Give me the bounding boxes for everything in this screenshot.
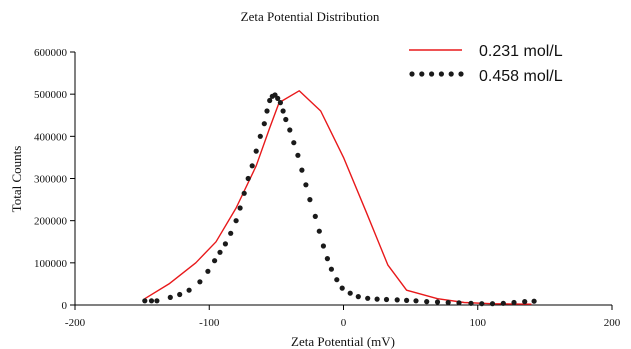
series-point-2 bbox=[374, 296, 380, 302]
series-point-2 bbox=[237, 205, 243, 211]
series-point-2 bbox=[424, 299, 430, 305]
series-point-2 bbox=[253, 148, 259, 154]
series-point-2 bbox=[307, 197, 313, 203]
series-point-2 bbox=[228, 230, 234, 236]
series-point-2 bbox=[456, 300, 462, 306]
series-point-2 bbox=[511, 299, 517, 306]
series-point-2 bbox=[142, 298, 148, 304]
series-point-2 bbox=[312, 213, 318, 219]
series-point-2 bbox=[404, 297, 410, 303]
series-point-2 bbox=[316, 228, 322, 234]
series-point-2 bbox=[328, 266, 334, 272]
y-axis-ticks: 0 100000 200000 300000 400000 500000 600000 bbox=[34, 47, 75, 312]
legend-dot bbox=[458, 71, 464, 77]
series-point-2 bbox=[249, 163, 255, 169]
legend-dot bbox=[419, 71, 425, 77]
series-point-2 bbox=[148, 298, 155, 304]
series-point-2 bbox=[320, 243, 326, 249]
series-point-2 bbox=[299, 167, 305, 173]
series-point-2 bbox=[339, 285, 345, 291]
series-point-2 bbox=[264, 108, 270, 114]
x-axis-ticks: -200 -100 0 100 200 bbox=[65, 305, 621, 329]
series-point-2 bbox=[245, 175, 251, 182]
legend-dot bbox=[448, 71, 454, 77]
series-point-2 bbox=[205, 268, 211, 274]
x-axis-label: Zeta Potential (mV) bbox=[291, 334, 395, 349]
series-point-2 bbox=[479, 301, 485, 307]
y-tick-label: 300000 bbox=[34, 174, 68, 186]
series-point-2 bbox=[347, 290, 353, 296]
series-point-2 bbox=[295, 152, 301, 158]
y-tick-label: 400000 bbox=[34, 131, 68, 143]
legend-swatch-dots bbox=[409, 71, 464, 77]
series-point-2 bbox=[212, 258, 218, 264]
y-tick-label: 200000 bbox=[34, 216, 68, 228]
legend-dot bbox=[438, 71, 444, 77]
y-tick-label: 500000 bbox=[34, 89, 68, 101]
series-point-2 bbox=[177, 291, 183, 298]
series-point-2 bbox=[277, 100, 283, 106]
x-tick-label: 0 bbox=[341, 317, 347, 329]
series-point-2 bbox=[355, 294, 361, 300]
series-point-2 bbox=[261, 121, 267, 127]
x-tick-label: 200 bbox=[604, 317, 621, 329]
series-point-2 bbox=[217, 249, 223, 255]
series-point-2 bbox=[197, 279, 203, 285]
series-point-2 bbox=[365, 295, 371, 301]
legend-dot bbox=[409, 71, 415, 77]
series-point-2 bbox=[257, 133, 263, 139]
series-point-2 bbox=[383, 296, 390, 303]
y-axis-label: Total Counts bbox=[9, 146, 24, 213]
series-line-1 bbox=[144, 90, 532, 305]
y-tick-label: 100000 bbox=[34, 258, 68, 270]
x-tick-label: 100 bbox=[470, 317, 487, 329]
series-point-2 bbox=[241, 190, 247, 196]
series-point-2 bbox=[303, 182, 309, 188]
series-point-2 bbox=[222, 241, 228, 247]
series-point-2 bbox=[167, 294, 173, 300]
legend: 0.231 mol/L 0.458 mol/L bbox=[409, 43, 563, 85]
series-point-2 bbox=[468, 300, 474, 306]
series-point-2 bbox=[334, 277, 340, 283]
series-point-2 bbox=[154, 298, 160, 304]
series-point-2 bbox=[283, 116, 289, 123]
x-tick-label: -100 bbox=[199, 317, 220, 329]
series-point-2 bbox=[287, 127, 293, 133]
series-point-2 bbox=[233, 218, 239, 224]
y-tick-label: 0 bbox=[62, 300, 68, 312]
x-tick-label: -200 bbox=[65, 317, 86, 329]
legend-dot bbox=[429, 71, 435, 77]
series-point-2 bbox=[394, 297, 400, 303]
series-point-2 bbox=[500, 300, 506, 306]
series-point-2 bbox=[324, 256, 330, 262]
legend-label-series-2: 0.458 mol/L bbox=[479, 68, 563, 85]
series-point-2 bbox=[489, 301, 496, 307]
series-point-2 bbox=[291, 140, 297, 146]
series-point-2 bbox=[280, 108, 286, 114]
series-point-2 bbox=[186, 287, 192, 293]
series-point-2 bbox=[445, 299, 451, 306]
series-point-2 bbox=[531, 298, 537, 304]
y-tick-label: 600000 bbox=[34, 47, 68, 59]
plot-area bbox=[142, 90, 537, 307]
series-point-2 bbox=[522, 299, 528, 305]
series-point-2 bbox=[267, 97, 273, 104]
legend-label-series-1: 0.231 mol/L bbox=[479, 43, 563, 60]
series-point-2 bbox=[275, 95, 281, 101]
chart-title: Zeta Potential Distribution bbox=[241, 9, 380, 24]
series-point-2 bbox=[434, 299, 441, 305]
series-point-2 bbox=[413, 298, 419, 304]
